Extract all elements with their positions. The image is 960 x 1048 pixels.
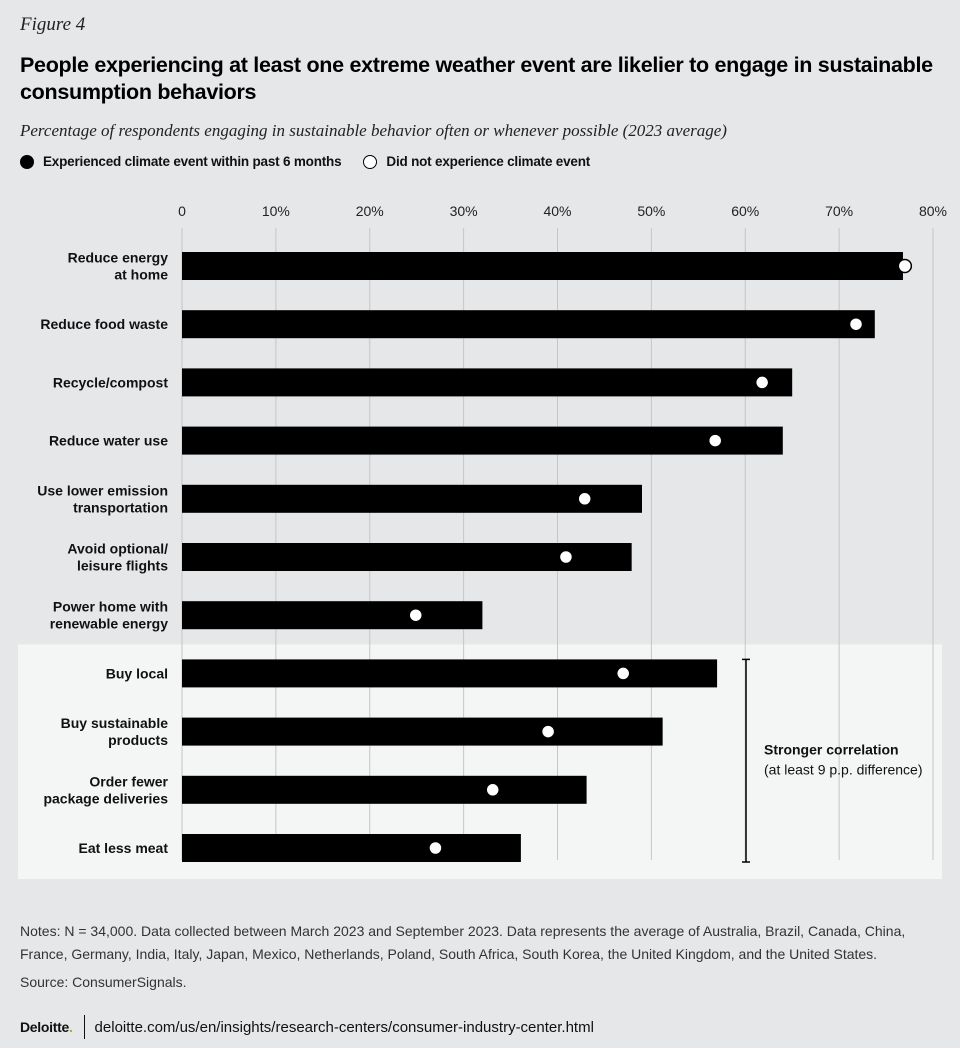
marker-not-experienced: [754, 375, 770, 390]
marker-not-experienced: [707, 433, 723, 448]
filled-circle-icon: [20, 154, 34, 169]
category-label-line: Use lower emission: [37, 482, 168, 498]
legend-label-experienced: Experienced climate event within past 6 …: [43, 154, 342, 169]
marker-not-experienced: [428, 840, 443, 856]
category-label-line: package deliveries: [43, 790, 168, 806]
brand-name: Deloitte: [20, 1019, 69, 1035]
bar-experienced: [182, 543, 632, 571]
chart-subtitle: Percentage of respondents engaging in su…: [20, 121, 727, 140]
category-label-line: Avoid optional/: [67, 541, 168, 557]
category-label: Order fewer package deliveries: [43, 773, 168, 806]
figure-label: Figure 4: [20, 14, 86, 35]
category-label-line: renewable energy: [50, 616, 168, 632]
marker-not-experienced: [897, 258, 913, 274]
category-label: Eat less meat: [79, 840, 169, 856]
marker-not-experienced: [577, 491, 592, 507]
marker-not-experienced: [848, 316, 864, 332]
category-label-line: Eat less meat: [79, 840, 169, 856]
bar-experienced: [182, 368, 793, 397]
legend-item-experienced: Experienced climate event within past 6 …: [20, 154, 342, 169]
category-label-line: Recycle/compost: [53, 374, 168, 390]
bar-experienced: [182, 484, 642, 513]
bar-experienced: [182, 310, 875, 339]
category-label: Recycle/compost: [53, 374, 168, 390]
category-label: Power home with renewable energy: [50, 599, 168, 632]
category-label-line: Reduce water use: [49, 433, 168, 449]
bar-experienced: [182, 601, 483, 630]
bar-experienced: [182, 775, 587, 804]
source: Source: ConsumerSignals.: [20, 974, 187, 990]
category-label-line: Reduce food waste: [40, 316, 168, 332]
legend-label-not-experienced: Did not experience climate event: [386, 154, 591, 169]
x-tick-label: 70%: [825, 203, 853, 219]
deloitte-logo: Deloitte.: [20, 1019, 73, 1035]
bar-chart: 0 10% 20% 30% 40% 50% 60% 70% 80% Reduce energy at…: [18, 203, 947, 879]
x-tick-label: 30%: [450, 203, 478, 219]
category-label-line: leisure flights: [77, 558, 168, 574]
footer-divider: [83, 1015, 85, 1039]
category-label: Use lower emission transportation: [37, 482, 168, 515]
x-tick-label: 80%: [919, 203, 947, 219]
category-label: Buy sustainable products: [61, 715, 169, 748]
category-label-line: Reduce energy: [68, 250, 169, 266]
annotation-label: Stronger correlation: [764, 742, 899, 758]
category-label-line: Buy sustainable: [61, 715, 169, 731]
bar-experienced: [182, 252, 903, 280]
marker-not-experienced: [485, 782, 500, 798]
category-label-line: Buy local: [106, 665, 168, 681]
marker-not-experienced: [540, 724, 556, 739]
x-tick-label: 10%: [262, 203, 290, 219]
category-label-line: transportation: [73, 499, 168, 515]
category-label: Reduce water use: [49, 433, 168, 449]
category-label: Reduce food waste: [40, 316, 168, 332]
category-label: Buy local: [106, 665, 168, 681]
category-label-line: Order fewer: [89, 773, 168, 789]
bar-experienced: [182, 834, 521, 862]
open-circle-icon: [363, 154, 378, 169]
x-tick-label: 40%: [543, 203, 571, 219]
footer-url[interactable]: deloitte.com/us/en/insights/research-cen…: [94, 1018, 594, 1036]
x-tick-label: 0: [178, 203, 186, 219]
marker-not-experienced: [408, 607, 423, 623]
footer: Deloitte. deloitte.com/us/en/insights/re…: [20, 1015, 594, 1039]
category-label: Reduce energy at home: [68, 250, 169, 283]
annotation-sublabel: (at least 9 p.p. difference): [764, 762, 923, 778]
category-label-line: at home: [114, 267, 168, 283]
bar-experienced: [182, 717, 663, 746]
bar-experienced: [182, 659, 718, 688]
x-tick-label: 50%: [637, 203, 665, 219]
brand-dot: .: [68, 1019, 73, 1035]
legend-item-not-experienced: Did not experience climate event: [363, 154, 590, 169]
bar-experienced: [182, 426, 783, 455]
category-label: Avoid optional/leisure flights: [67, 541, 168, 574]
x-tick-label: 60%: [731, 203, 759, 219]
category-label-line: Power home with: [53, 599, 168, 615]
category-label-line: products: [108, 732, 168, 748]
legend: Experienced climate event within past 6 …: [20, 154, 612, 169]
chart-title: People experiencing at least one extreme…: [20, 53, 933, 104]
x-tick-label: 20%: [356, 203, 384, 219]
marker-not-experienced: [615, 666, 631, 681]
marker-not-experienced: [558, 549, 574, 565]
notes: Notes: N = 34,000. Data collected betwee…: [20, 923, 906, 962]
